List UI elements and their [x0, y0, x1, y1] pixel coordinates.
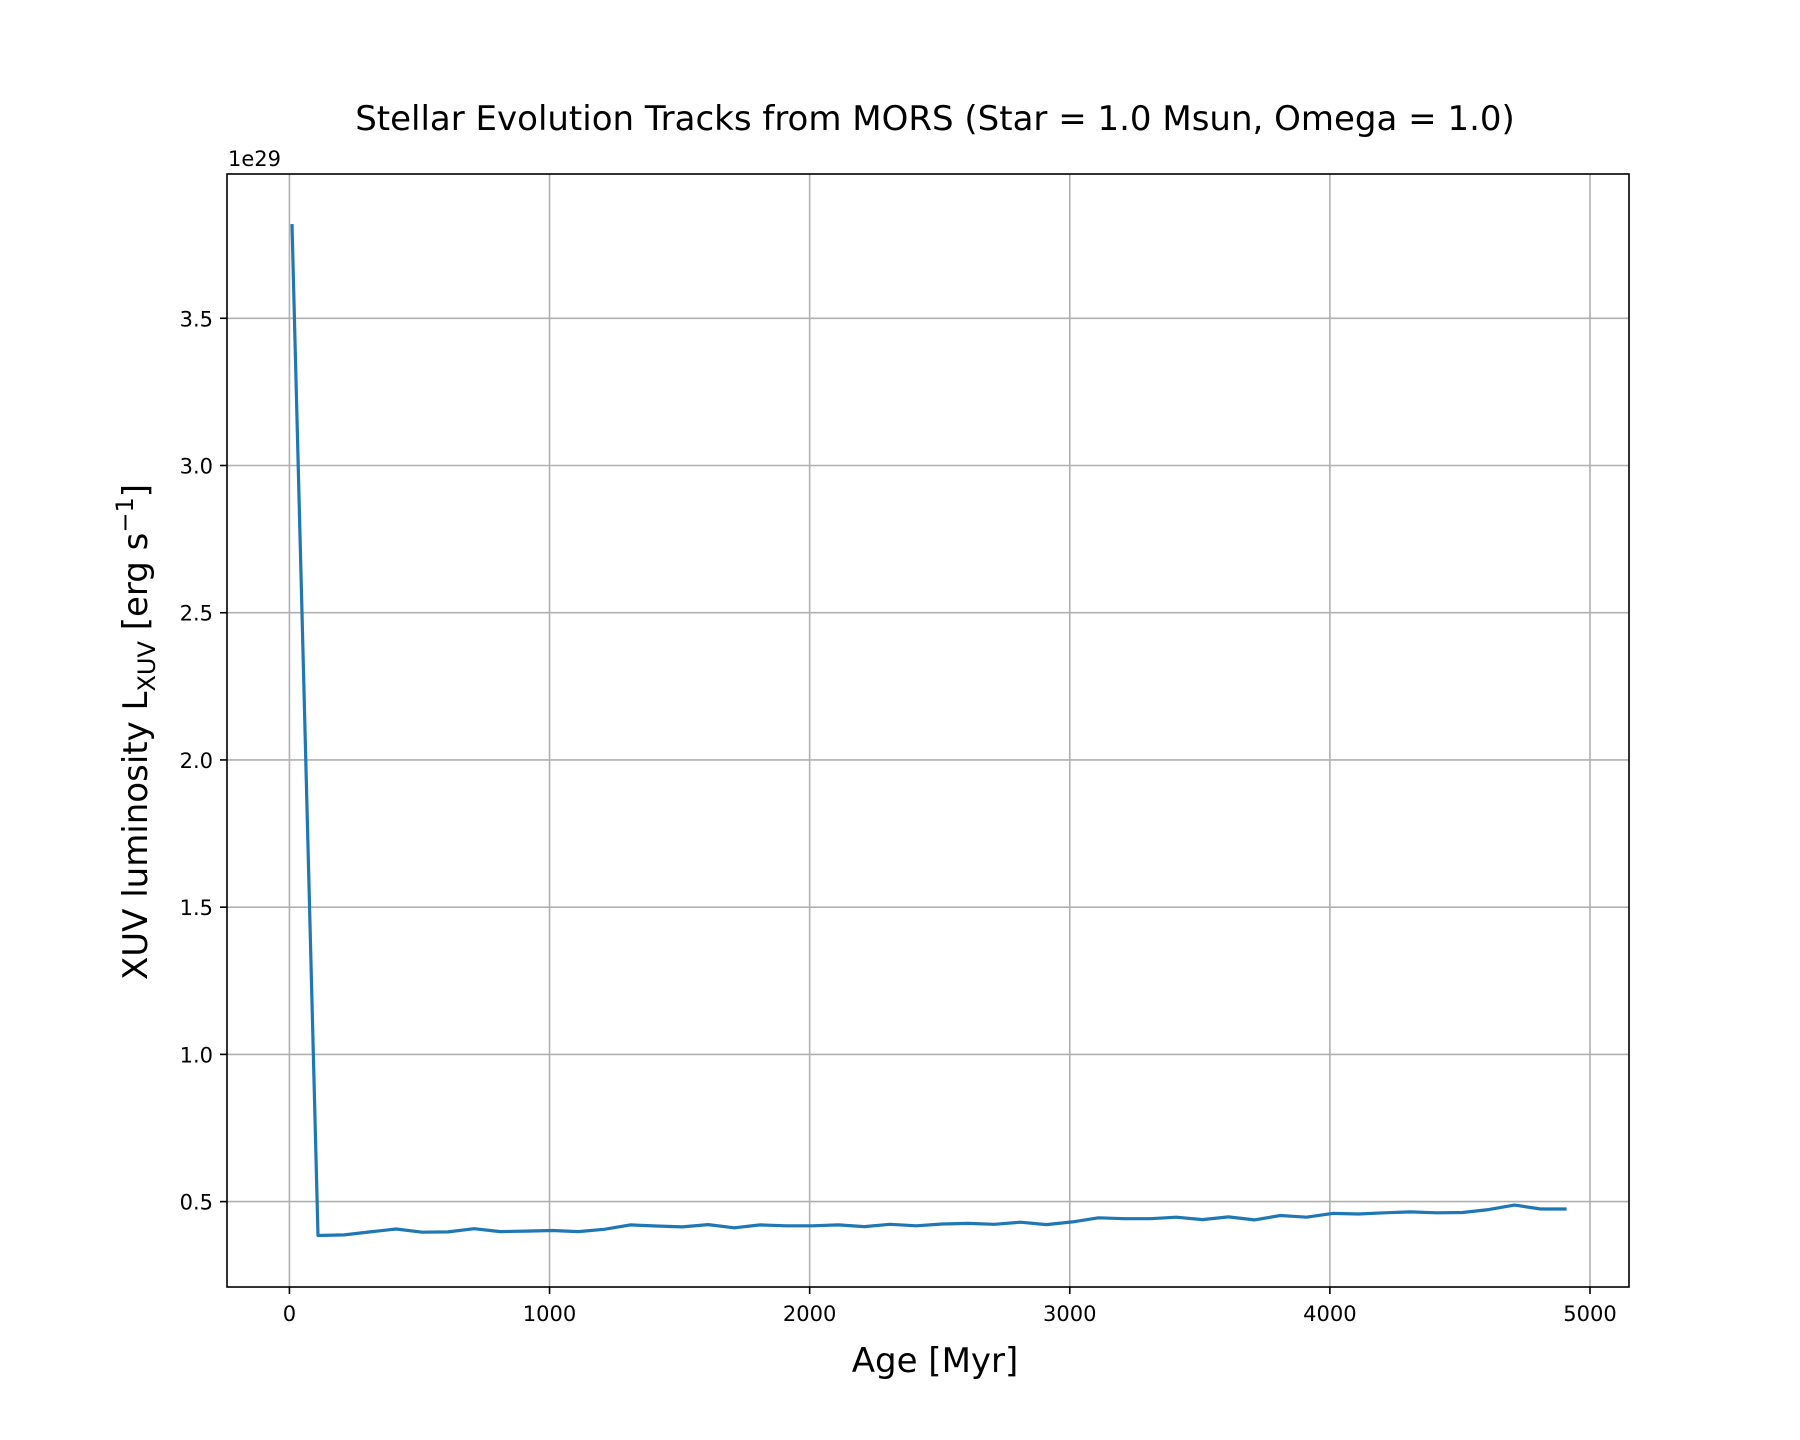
x-tick-label: 4000: [1303, 1302, 1356, 1326]
y-axis-title-superscript: −1: [111, 497, 139, 532]
y-tick-label: 2.0: [180, 749, 213, 773]
y-axis-title: XUV luminosity LXUV [erg s−1]: [111, 484, 161, 980]
tick-layer: 0 1000 2000 3000 4000 5000 0.5 1.0 1.5 2.0 2.5 3.0 3…: [180, 307, 1617, 1326]
y-axis-title-unit-suffix: ]: [116, 484, 156, 497]
series-layer: [290, 224, 1567, 1238]
y-axis-title-unit-prefix: [erg s: [116, 533, 156, 641]
y-tick-label: 3.5: [180, 307, 213, 331]
x-tick-label: 1000: [523, 1302, 576, 1326]
grid-lines: [227, 174, 1629, 1287]
plot-frame: [226, 173, 1630, 1288]
x-tick-label: 2000: [783, 1302, 836, 1326]
y-tick-label: 3.0: [180, 455, 213, 479]
x-tick-label: 3000: [1043, 1302, 1096, 1326]
y-axis-title-subscript: XUV: [133, 641, 161, 692]
y-tick-label: 2.5: [180, 602, 213, 626]
y-tick-label: 0.5: [180, 1191, 213, 1215]
x-axis-title: Age [Myr]: [852, 1341, 1019, 1381]
x-tick-label: 0: [283, 1302, 296, 1326]
x-tick-label: 5000: [1563, 1302, 1616, 1326]
chart-title: Stellar Evolution Tracks from MORS (Star…: [355, 99, 1515, 139]
y-offset-label: 1e29: [228, 147, 281, 171]
series-line: [290, 224, 1567, 1238]
y-axis-title-main: XUV luminosity L: [116, 691, 156, 980]
y-tick-label: 1.5: [180, 896, 213, 920]
y-tick-label: 1.0: [180, 1043, 213, 1067]
